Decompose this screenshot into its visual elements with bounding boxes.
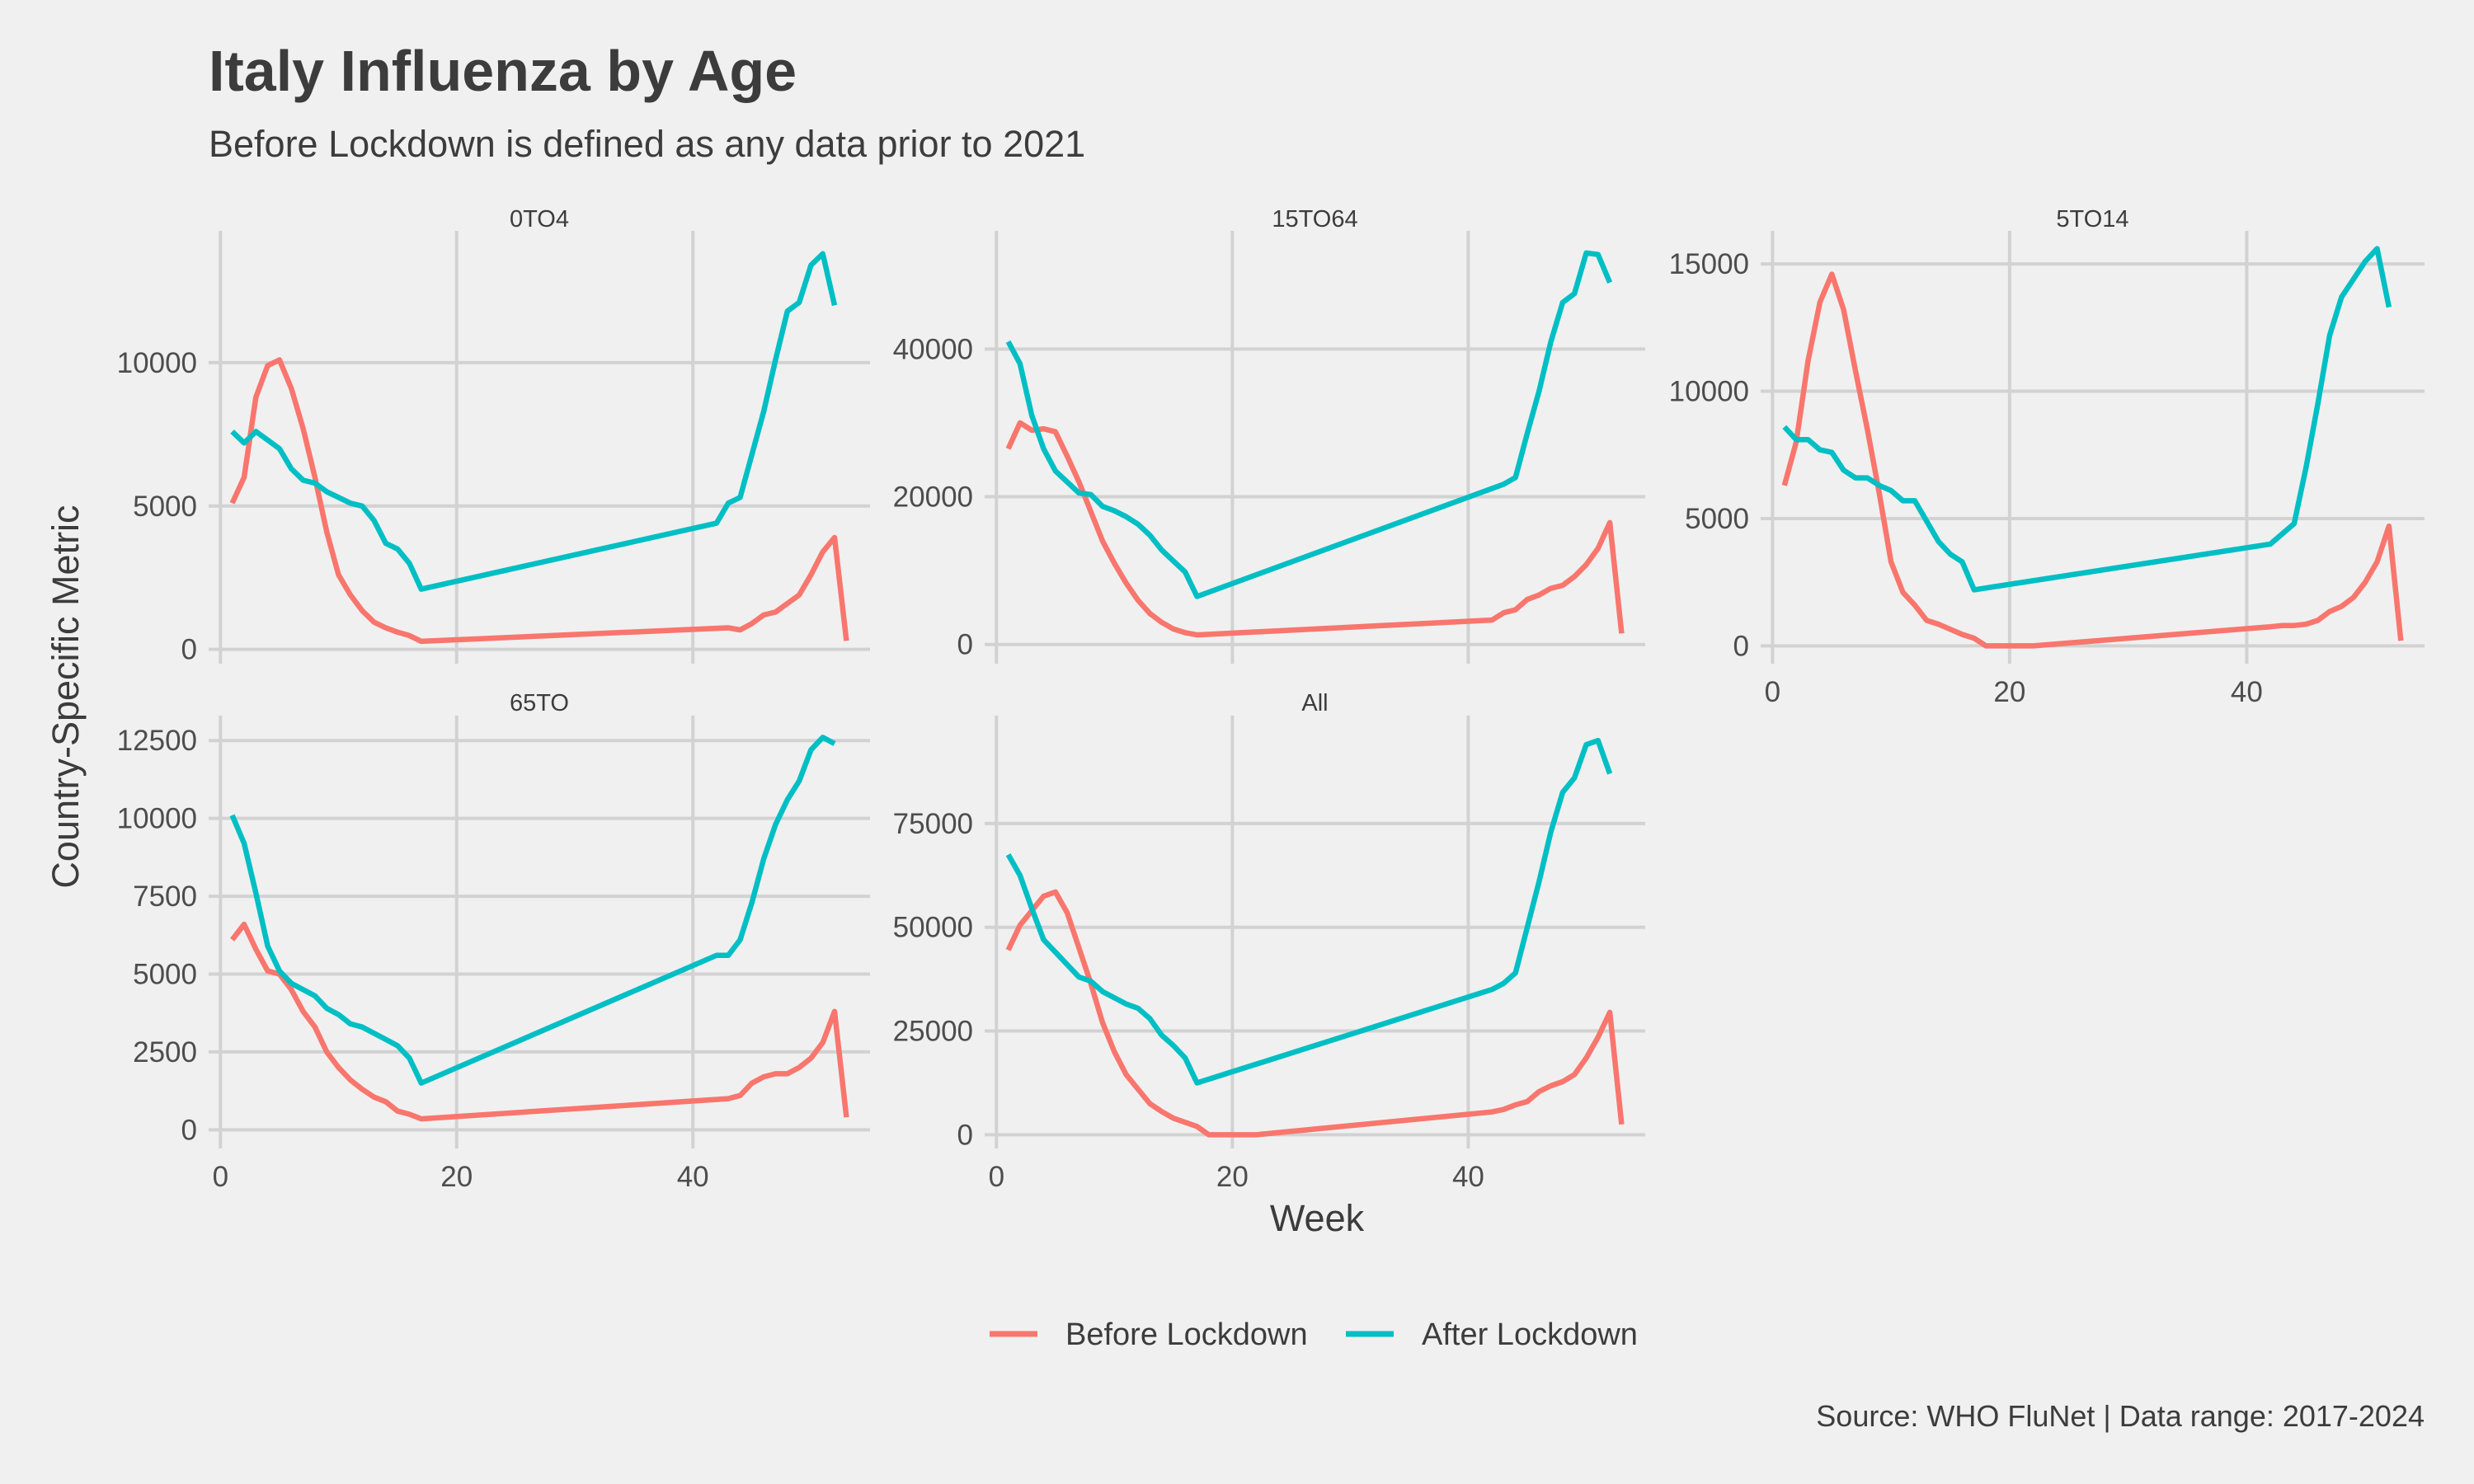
x-axis-title: Week — [1270, 1197, 1365, 1239]
y-tick-label: 0 — [957, 629, 973, 661]
y-tick-label: 12500 — [117, 725, 197, 757]
y-tick-label: 15000 — [1669, 248, 1749, 280]
chart-title: Italy Influenza by Age — [209, 39, 797, 103]
series-line-after-lockdown — [1005, 250, 1613, 599]
series-line-before-lockdown — [229, 357, 849, 645]
x-tick-label: 0 — [213, 1161, 228, 1193]
y-tick-label: 10000 — [117, 347, 197, 379]
caption: Source: WHO FluNet | Data range: 2017-20… — [1816, 1399, 2425, 1433]
panel-65to: 65TO 0 2500 5000 7500 10000 12500 0 20 40 — [117, 690, 870, 1193]
legend: Before Lockdown After Lockdown — [990, 1317, 1638, 1352]
panel-label-65to: 65TO — [510, 690, 569, 716]
y-tick-label: 20000 — [893, 481, 973, 514]
panel-5to14: 5TO14 0 5000 10000 15000 0 20 40 — [1669, 206, 2425, 708]
series-line-after-lockdown — [230, 251, 838, 592]
panel-label-5to14: 5TO14 — [2056, 206, 2128, 232]
legend-label: After Lockdown — [1422, 1317, 1638, 1352]
series-line-before-lockdown — [1781, 271, 2404, 649]
legend-item-after-lockdown: After Lockdown — [1346, 1317, 1638, 1352]
x-tick-label: 20 — [440, 1161, 473, 1193]
y-tick-label: 5000 — [1685, 503, 1749, 535]
y-tick-label: 5000 — [133, 491, 197, 523]
y-tick-label: 40000 — [893, 333, 973, 365]
x-tick-label: 0 — [989, 1161, 1004, 1193]
series-line-after-lockdown — [1005, 737, 1613, 1086]
panel-label-0to4: 0TO4 — [510, 206, 569, 232]
y-tick-label: 0 — [181, 634, 197, 666]
legend-label: Before Lockdown — [1065, 1317, 1308, 1352]
panel-label-15to64: 15TO64 — [1272, 206, 1357, 232]
panel-15to64: 15TO64 0 20000 40000 — [893, 206, 1645, 664]
y-axis-title: Country-Specific Metric — [45, 505, 87, 888]
panel-0to4: 0TO4 0 5000 10000 — [117, 206, 870, 666]
y-tick-label: 7500 — [133, 881, 197, 913]
series-line-before-lockdown — [230, 921, 849, 1122]
y-tick-label: 5000 — [133, 958, 197, 990]
x-tick-label: 40 — [677, 1161, 709, 1193]
panel-label-all: All — [1301, 690, 1328, 716]
y-tick-label: 10000 — [1669, 376, 1749, 408]
x-tick-label: 20 — [1993, 676, 2025, 708]
panel-all: All 0 25000 50000 75000 0 20 40 — [893, 690, 1645, 1193]
series-line-after-lockdown — [1782, 246, 2392, 593]
y-tick-label: 25000 — [893, 1016, 973, 1048]
x-tick-label: 0 — [1765, 676, 1780, 708]
series-line-before-lockdown — [1005, 889, 1625, 1138]
x-tick-label: 40 — [2231, 676, 2263, 708]
facet-panels: 0TO4050001000015TO64020000400005TO140500… — [117, 206, 2425, 1193]
series-line-after-lockdown — [229, 735, 836, 1086]
y-tick-label: 0 — [181, 1114, 197, 1146]
y-tick-label: 75000 — [893, 808, 973, 840]
series-line-before-lockdown — [1005, 420, 1625, 638]
x-tick-label: 40 — [1452, 1161, 1484, 1193]
y-tick-label: 0 — [1733, 630, 1749, 662]
y-tick-label: 10000 — [117, 803, 197, 835]
chart-subtitle: Before Lockdown is defined as any data p… — [209, 123, 1085, 165]
x-tick-label: 20 — [1216, 1161, 1249, 1193]
y-tick-label: 50000 — [893, 912, 973, 944]
y-tick-label: 0 — [957, 1119, 973, 1151]
y-tick-label: 2500 — [133, 1036, 197, 1068]
legend-item-before-lockdown: Before Lockdown — [990, 1317, 1308, 1352]
